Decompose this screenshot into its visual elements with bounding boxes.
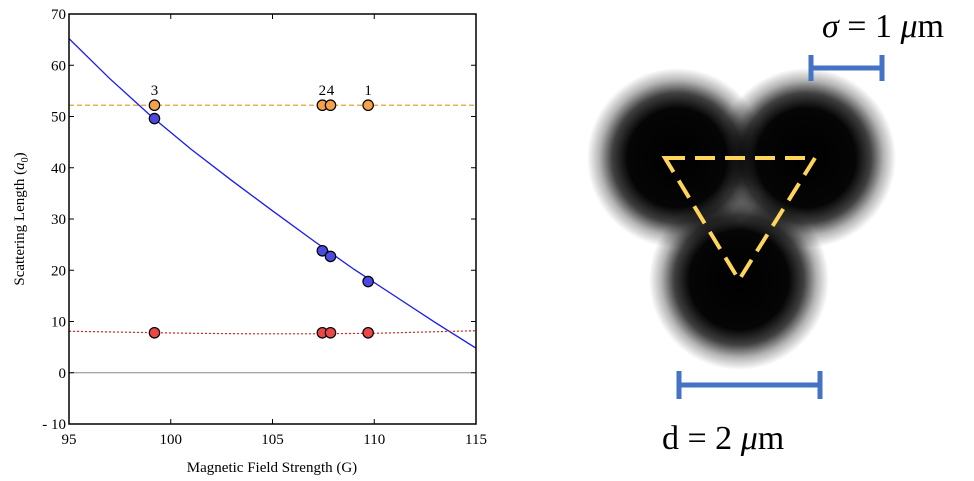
blue-series-line bbox=[69, 38, 476, 349]
sigma-label: σ = 1 μm bbox=[822, 8, 944, 45]
x-tick-label: 110 bbox=[363, 432, 385, 448]
y-tick-label: - 10 bbox=[42, 417, 66, 433]
blue-data-point bbox=[362, 275, 374, 288]
point-label: 3 bbox=[151, 83, 159, 99]
x-axis-label: Magnetic Field Strength (G) bbox=[187, 460, 357, 476]
d-scale-bar bbox=[676, 371, 823, 399]
y-tick-label: 60 bbox=[51, 58, 66, 74]
orange-data-point bbox=[324, 99, 337, 112]
triangle-outline bbox=[661, 156, 819, 284]
point-label: 1 bbox=[364, 83, 372, 99]
series-points bbox=[148, 99, 374, 339]
blue-data-point bbox=[148, 112, 161, 125]
y-axis-label: Scattering Length (a0) bbox=[12, 152, 31, 285]
y-tick-label: 40 bbox=[51, 161, 66, 177]
point-label: 4 bbox=[327, 83, 335, 99]
y-tick-label: 70 bbox=[51, 7, 66, 23]
orange-data-point bbox=[148, 99, 161, 112]
sigma-scale-bar bbox=[808, 55, 885, 81]
x-tick-label: 105 bbox=[261, 432, 284, 448]
x-tick-label: 100 bbox=[160, 432, 183, 448]
x-tick-label: 95 bbox=[62, 432, 77, 448]
red-data-point bbox=[362, 326, 374, 339]
d-label: d = 2 μm bbox=[662, 420, 784, 457]
y-tick-label: 0 bbox=[59, 366, 67, 382]
series-lines bbox=[69, 38, 476, 349]
x-axis-ticks: 95 100 105 110 115 bbox=[62, 14, 487, 448]
x-tick-label: 115 bbox=[465, 432, 487, 448]
trap-diagram: σ = 1 μm d = 2 μm bbox=[587, 8, 944, 457]
red-data-point bbox=[324, 326, 337, 339]
y-axis-ticks: - 10 0 10 20 30 40 50 60 70 bbox=[42, 7, 476, 433]
plot-frame bbox=[68, 13, 477, 425]
orange-data-point bbox=[362, 99, 374, 112]
y-tick-label: 30 bbox=[51, 212, 66, 228]
point-label: 2 bbox=[319, 83, 327, 99]
blue-data-point bbox=[316, 244, 329, 257]
red-series-line bbox=[69, 330, 476, 335]
beam-spot-bottom bbox=[649, 190, 829, 370]
y-tick-label: 10 bbox=[51, 315, 66, 331]
red-data-point bbox=[148, 326, 161, 339]
y-tick-label: 50 bbox=[51, 110, 66, 126]
blue-data-point bbox=[324, 250, 337, 263]
y-tick-label: 20 bbox=[51, 263, 66, 279]
